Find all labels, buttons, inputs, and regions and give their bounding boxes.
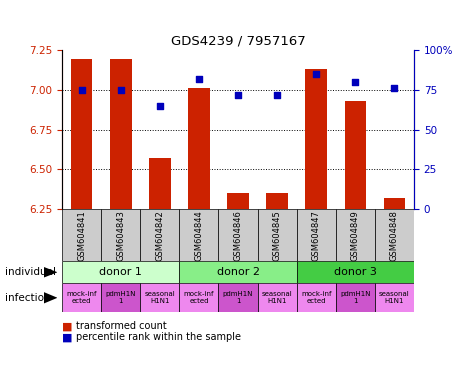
Bar bbox=[140, 209, 179, 261]
Text: GSM604846: GSM604846 bbox=[233, 210, 242, 261]
Text: GSM604849: GSM604849 bbox=[350, 210, 359, 261]
Text: donor 3: donor 3 bbox=[333, 267, 376, 277]
Bar bbox=[101, 209, 140, 261]
Bar bbox=[383, 198, 404, 209]
Point bbox=[195, 76, 202, 82]
Point bbox=[234, 91, 241, 98]
Text: seasonal
H1N1: seasonal H1N1 bbox=[261, 291, 292, 304]
Text: donor 1: donor 1 bbox=[99, 267, 142, 277]
Bar bbox=[257, 283, 296, 312]
Bar bbox=[296, 261, 413, 283]
Text: seasonal
H1N1: seasonal H1N1 bbox=[144, 291, 175, 304]
Text: GSM604843: GSM604843 bbox=[116, 210, 125, 261]
Text: GSM604842: GSM604842 bbox=[155, 210, 164, 261]
Text: mock-inf
ected: mock-inf ected bbox=[66, 291, 97, 304]
Point bbox=[78, 87, 85, 93]
Bar bbox=[305, 69, 326, 209]
Text: pdmH1N
1: pdmH1N 1 bbox=[105, 291, 136, 304]
Bar bbox=[149, 158, 170, 209]
Text: pdmH1N
1: pdmH1N 1 bbox=[222, 291, 253, 304]
Point bbox=[156, 103, 163, 109]
Text: mock-inf
ected: mock-inf ected bbox=[183, 291, 214, 304]
Text: ■: ■ bbox=[62, 321, 73, 331]
Bar bbox=[218, 283, 257, 312]
Point bbox=[312, 71, 319, 77]
Text: GSM604841: GSM604841 bbox=[77, 210, 86, 261]
Bar bbox=[374, 283, 413, 312]
Bar bbox=[179, 209, 218, 261]
Bar bbox=[179, 261, 296, 283]
Text: GSM604845: GSM604845 bbox=[272, 210, 281, 261]
Bar bbox=[101, 283, 140, 312]
Text: individual: individual bbox=[5, 267, 56, 277]
Bar bbox=[140, 283, 179, 312]
Title: GDS4239 / 7957167: GDS4239 / 7957167 bbox=[170, 34, 305, 47]
Bar bbox=[344, 101, 365, 209]
Bar bbox=[266, 194, 287, 209]
Polygon shape bbox=[44, 292, 57, 303]
Text: pdmH1N
1: pdmH1N 1 bbox=[339, 291, 370, 304]
Bar bbox=[335, 209, 374, 261]
Text: infection: infection bbox=[5, 293, 50, 303]
Bar bbox=[62, 261, 179, 283]
Bar bbox=[179, 283, 218, 312]
Bar bbox=[62, 283, 101, 312]
Point bbox=[351, 79, 358, 85]
Bar bbox=[335, 283, 374, 312]
Text: seasonal
H1N1: seasonal H1N1 bbox=[378, 291, 409, 304]
Bar bbox=[110, 60, 131, 209]
Bar bbox=[71, 60, 92, 209]
Bar bbox=[62, 209, 101, 261]
Polygon shape bbox=[44, 267, 57, 278]
Point bbox=[117, 87, 124, 93]
Bar bbox=[296, 209, 335, 261]
Point bbox=[390, 85, 397, 91]
Text: GSM604848: GSM604848 bbox=[389, 210, 398, 261]
Text: GSM604844: GSM604844 bbox=[194, 210, 203, 261]
Text: mock-inf
ected: mock-inf ected bbox=[300, 291, 331, 304]
Text: ■: ■ bbox=[62, 332, 73, 342]
Bar bbox=[257, 209, 296, 261]
Bar bbox=[188, 88, 209, 209]
Text: transformed count: transformed count bbox=[76, 321, 166, 331]
Bar bbox=[296, 283, 335, 312]
Text: GSM604847: GSM604847 bbox=[311, 210, 320, 261]
Bar bbox=[218, 209, 257, 261]
Point bbox=[273, 91, 280, 98]
Text: donor 2: donor 2 bbox=[216, 267, 259, 277]
Bar bbox=[374, 209, 413, 261]
Bar bbox=[227, 194, 248, 209]
Text: percentile rank within the sample: percentile rank within the sample bbox=[76, 332, 241, 342]
